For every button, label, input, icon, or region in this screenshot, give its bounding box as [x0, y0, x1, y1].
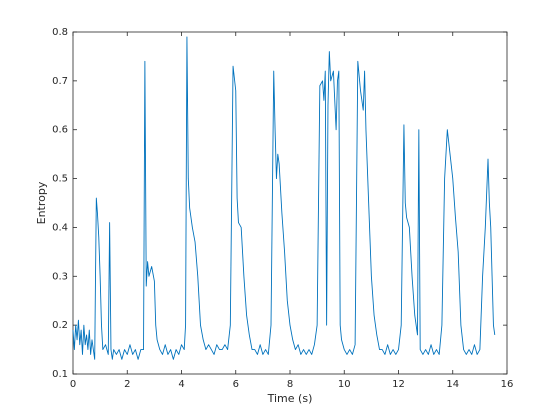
y-tick-label: 0.1	[52, 369, 68, 380]
x-tick-label: 14	[446, 379, 459, 390]
x-tick-label: 6	[233, 379, 239, 390]
x-tick-label: 4	[178, 379, 184, 390]
y-tick-label: 0.3	[52, 271, 68, 282]
x-axis-label: Time (s)	[267, 392, 313, 405]
y-axis-label: Entropy	[35, 181, 48, 224]
y-tick-label: 0.5	[52, 174, 68, 185]
x-tick-label: 10	[338, 379, 351, 390]
x-tick-label: 0	[70, 379, 76, 390]
y-tick-label: 0.4	[52, 222, 68, 233]
y-tick-label: 0.6	[52, 125, 68, 136]
x-tick-label: 8	[287, 379, 293, 390]
y-tick-label: 0.8	[52, 27, 68, 38]
data-line	[72, 36, 496, 360]
x-tick-label: 2	[124, 379, 130, 390]
x-tick-label: 12	[392, 379, 405, 390]
y-tick-label: 0.2	[52, 320, 68, 331]
x-tick-label: 16	[501, 379, 514, 390]
y-tick-label: 0.7	[52, 76, 68, 87]
